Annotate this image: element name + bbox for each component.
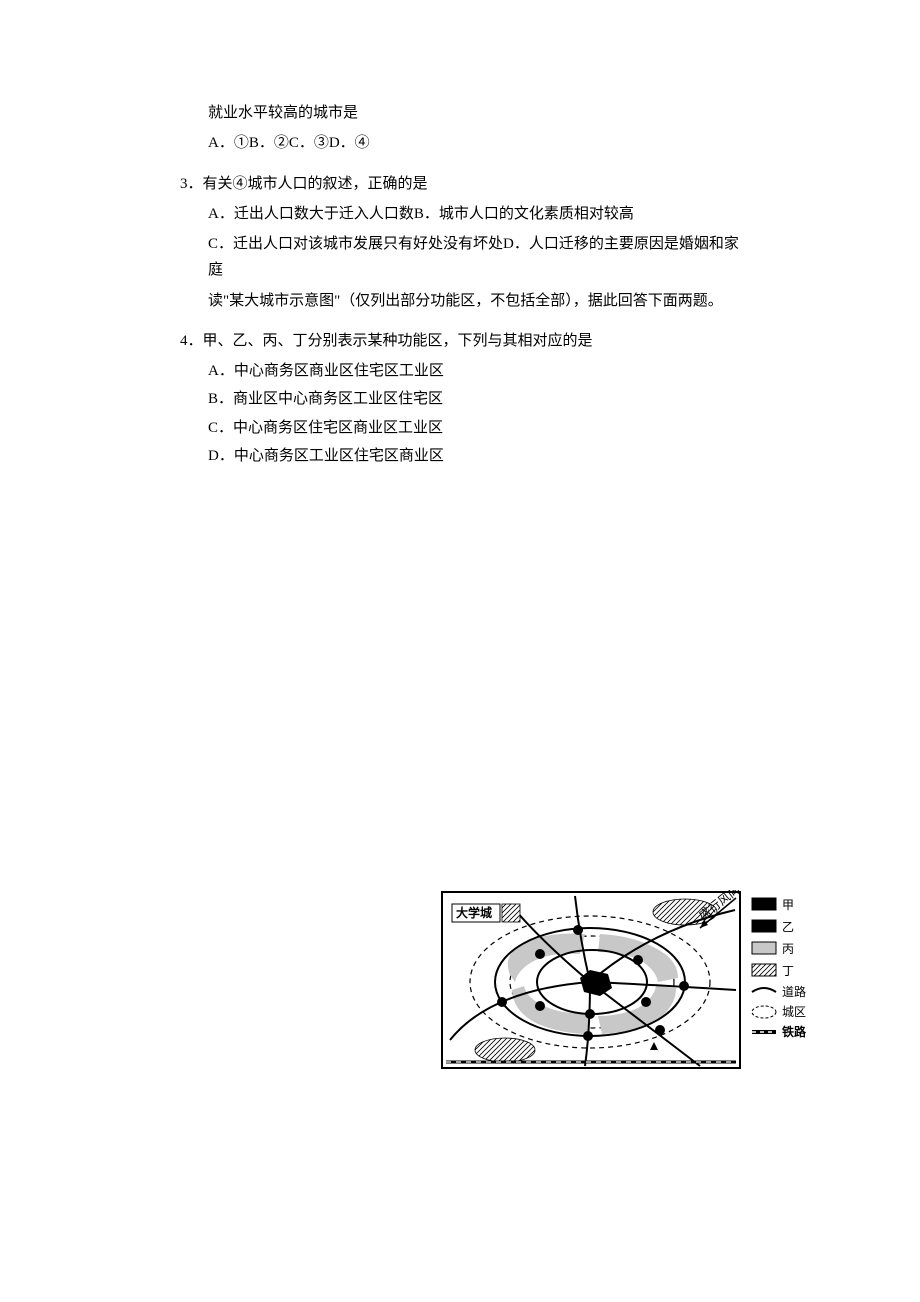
legend-bing-swatch (752, 942, 776, 954)
yi-node-3 (641, 997, 651, 1007)
q4-option-c: C．中心商务区住宅区商业区工业区 (180, 415, 740, 441)
legend-bing-label: 丙 (782, 942, 794, 956)
legend-jia-swatch (752, 898, 776, 910)
legend-ding-label: 丁 (782, 964, 794, 978)
q3-context: 读"某大城市示意图"（仅列出部分功能区，不包括全部），据此回答下面两题。 (180, 288, 740, 314)
q2-stem-tail: 就业水平较高的城市是 (180, 100, 740, 126)
q4-option-a: A．中心商务区商业区住宅区工业区 (180, 358, 740, 384)
legend-rail-label: 铁路 (782, 1024, 807, 1039)
yi-node-10 (583, 1031, 593, 1041)
yi-node-1 (535, 949, 545, 959)
q4-stem: 4．甲、乙、丙、丁分别表示某种功能区，下列与其相对应的是 (180, 328, 740, 354)
legend-road-label: 道路 (782, 984, 806, 999)
university-label: 大学城 (456, 905, 492, 920)
yi-node-6 (497, 997, 507, 1007)
ding-zone-sw (475, 1038, 535, 1062)
yi-node-2 (633, 955, 643, 965)
legend-jia-label: 甲 (782, 898, 794, 912)
q4-option-d: D．中心商务区工业区住宅区商业区 (180, 443, 740, 469)
city-diagram-svg: 大学城 盛行风向 甲 乙 丙 丁 道路 城区 (440, 890, 840, 1070)
city-diagram-figure: 大学城 盛行风向 甲 乙 丙 丁 道路 城区 (440, 890, 860, 1070)
legend-yi-label: 乙 (782, 920, 794, 934)
legend-road-swatch (752, 988, 776, 992)
yi-node-4 (585, 1009, 595, 1019)
yi-node-5 (535, 1001, 545, 1011)
legend-yi-swatch (752, 920, 776, 932)
legend-city-label: 城区 (782, 1005, 806, 1019)
yi-node-8 (573, 925, 583, 935)
yi-node-7 (679, 981, 689, 991)
q3-option-a: A．迁出人口数大于迁入人口数B．城市人口的文化素质相对较高 (180, 201, 740, 227)
q3-option-c: C．迁出人口对该城市发展只有好处没有坏处D．人口迁移的主要原因是婚姻和家庭 (180, 231, 740, 284)
q4-option-b: B．商业区中心商务区工业区住宅区 (180, 386, 740, 412)
legend-city-swatch (752, 1006, 776, 1018)
yi-node-9 (655, 1025, 665, 1035)
q3-stem: 3．有关④城市人口的叙述，正确的是 (180, 171, 740, 197)
university-hatch (502, 904, 520, 922)
legend-ding-swatch (752, 964, 776, 976)
q2-options: A．①B．②C．③D．④ (180, 130, 740, 156)
legend: 甲 乙 丙 丁 道路 城区 铁路 (752, 898, 807, 1039)
